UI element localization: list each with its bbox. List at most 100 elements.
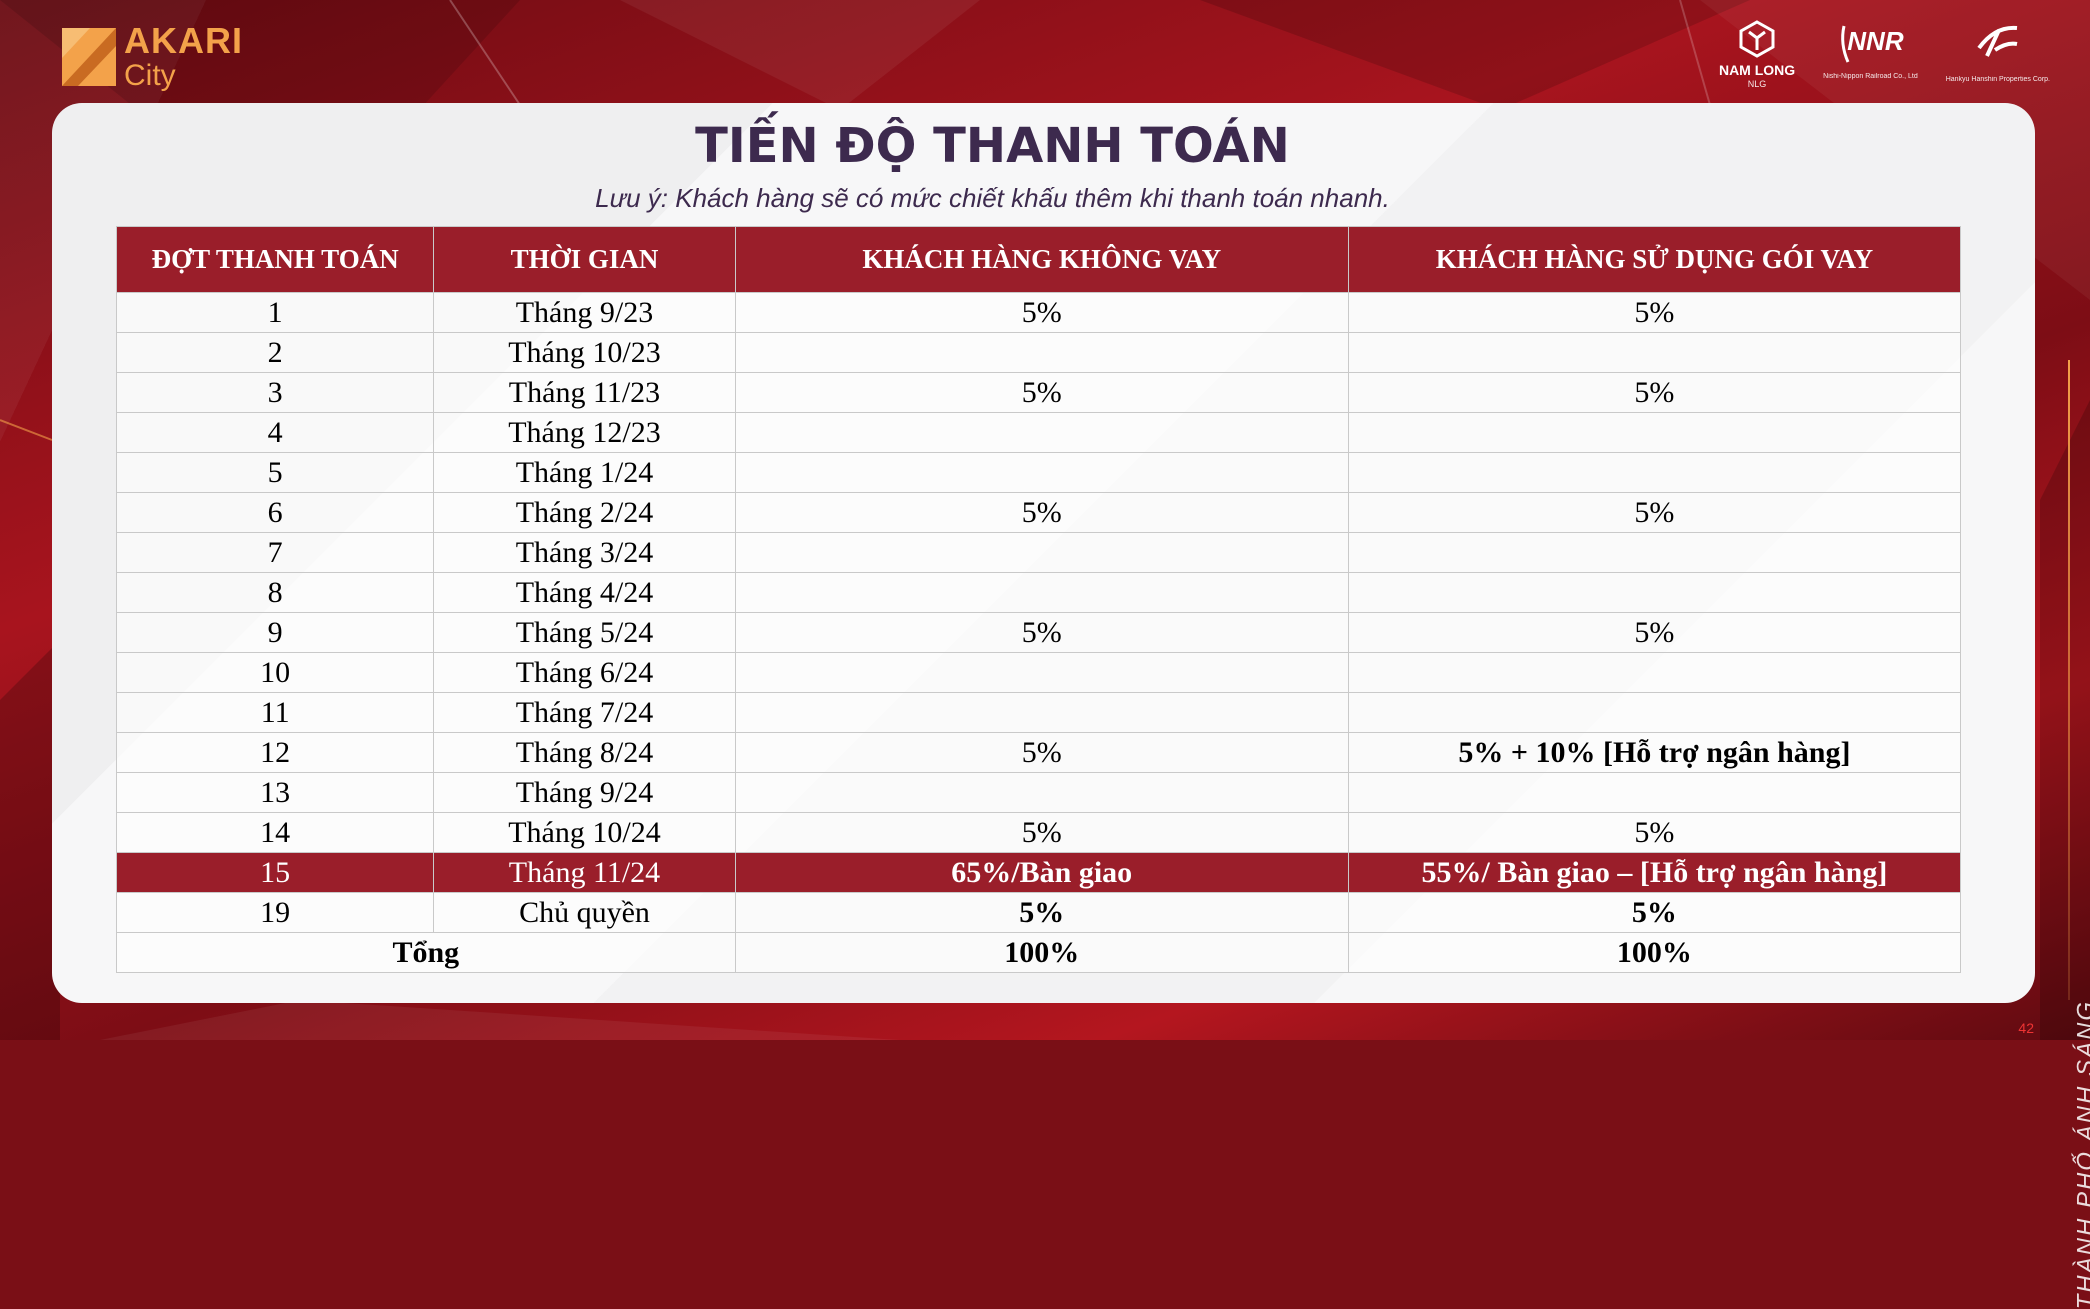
cell-installment: 1 [115, 292, 435, 333]
cell-no-loan: 65%/Bàn giao [734, 852, 1349, 893]
table-row: 6 Tháng 2/24 5% 5% [115, 492, 1962, 533]
cell-no-loan [734, 772, 1349, 813]
cell-time: Tháng 6/24 [433, 652, 736, 693]
payment-schedule-table: ĐỢT THANH TOÁN THỜI GIAN KHÁCH HÀNG KHÔN… [115, 226, 1962, 973]
cell-installment: 7 [115, 532, 435, 573]
cell-installment: 9 [115, 612, 435, 653]
cell-loan: 5% [1347, 292, 1962, 333]
cell-loan [1347, 772, 1962, 813]
cell-no-loan [734, 452, 1349, 493]
header-loan: KHÁCH HÀNG SỬ DỤNG GÓI VAY [1347, 226, 1962, 293]
nam-long-icon [1739, 20, 1775, 58]
cell-total-label: Tổng [116, 932, 736, 973]
table-row: 9 Tháng 5/24 5% 5% [115, 612, 1962, 653]
cell-time: Tháng 10/24 [433, 812, 736, 853]
table-row: 5 Tháng 1/24 [115, 452, 1962, 493]
partner-sub: Hankyu Hanshin Properties Corp. [1945, 76, 2050, 83]
table-row: 7 Tháng 3/24 [115, 532, 1962, 573]
page-title: TIẾN ĐỘ THANH TOÁN [695, 118, 1290, 174]
cell-total-no-loan: 100% [734, 932, 1349, 973]
hankyu-hanshin-logo: Hankyu Hanshin Properties Corp. [1946, 20, 2050, 83]
cell-installment: 11 [115, 692, 435, 733]
cell-time: Tháng 9/23 [433, 292, 736, 333]
cell-installment: 14 [115, 812, 435, 853]
partner-logos: NAM LONG NLG NNR Nishi-Nippon Railroad C… [1719, 20, 2050, 89]
akari-logo-icon [62, 28, 116, 86]
brand-line2: City [124, 59, 176, 92]
side-slogan: THÀNH PHỐ ÁNH SÁNG [2072, 1000, 2090, 1309]
partner-sub: NLG [1747, 79, 1767, 89]
cell-time: Tháng 7/24 [433, 692, 736, 733]
hankyu-icon [1977, 25, 2018, 57]
cell-loan: 5% [1347, 372, 1962, 413]
cell-time: Tháng 4/24 [433, 572, 736, 613]
cell-no-loan: 5% [734, 812, 1349, 853]
cell-loan [1347, 652, 1962, 693]
cell-time: Tháng 9/24 [433, 772, 736, 813]
cell-time: Tháng 11/23 [433, 372, 736, 413]
table-row: 11 Tháng 7/24 [115, 692, 1962, 733]
cell-loan [1347, 452, 1962, 493]
header-no-loan: KHÁCH HÀNG KHÔNG VAY [734, 226, 1349, 293]
cell-installment: 19 [115, 892, 435, 933]
cell-no-loan [734, 572, 1349, 613]
header-installment: ĐỢT THANH TOÁN [115, 226, 435, 293]
cell-loan: 5% + 10% [Hỗ trợ ngân hàng] [1347, 732, 1962, 773]
table-row: 19 Chủ quyền 5% 5% [115, 892, 1962, 933]
discount-note: Lưu ý: Khách hàng sẽ có mức chiết khấu t… [595, 183, 1390, 213]
cell-installment: 8 [115, 572, 435, 613]
cell-time: Tháng 10/23 [433, 332, 736, 373]
cell-time: Chủ quyền [433, 892, 736, 933]
cell-loan [1347, 692, 1962, 733]
page-number: 42 [2018, 1020, 2034, 1036]
cell-loan: 5% [1347, 612, 1962, 653]
cell-time: Tháng 8/24 [433, 732, 736, 773]
cell-no-loan: 5% [734, 732, 1349, 773]
nam-long-logo: NAM LONG NLG [1719, 20, 1795, 89]
cell-installment: 12 [115, 732, 435, 773]
cell-loan [1347, 332, 1962, 373]
cell-no-loan [734, 692, 1349, 733]
cell-no-loan [734, 332, 1349, 373]
cell-time: Tháng 5/24 [433, 612, 736, 653]
cell-installment: 2 [115, 332, 435, 373]
table-header-row: ĐỢT THANH TOÁN THỜI GIAN KHÁCH HÀNG KHÔN… [115, 226, 1962, 293]
nnr-icon [1841, 25, 1850, 63]
nnr-logo: NNR Nishi-Nippon Railroad Co., Ltd [1823, 20, 1918, 80]
cell-loan: 5% [1347, 812, 1962, 853]
cell-loan: 5% [1347, 892, 1962, 933]
cell-installment: 13 [115, 772, 435, 813]
table-row: 14 Tháng 10/24 5% 5% [115, 812, 1962, 853]
table-row: 10 Tháng 6/24 [115, 652, 1962, 693]
cell-total-loan: 100% [1347, 932, 1962, 973]
table-row: 1 Tháng 9/23 5% 5% [115, 292, 1962, 333]
cell-installment: 5 [115, 452, 435, 493]
side-accent-line [2068, 360, 2070, 1000]
akari-city-logo: AKARI City [60, 22, 243, 92]
cell-no-loan: 5% [734, 372, 1349, 413]
partner-sub: Nishi-Nippon Railroad Co., Ltd [1823, 73, 1918, 80]
table-total-row: Tổng 100% 100% [116, 932, 1962, 973]
cell-loan [1347, 532, 1962, 573]
table-row: 3 Tháng 11/23 5% 5% [115, 372, 1962, 413]
table-row: 2 Tháng 10/23 [115, 332, 1962, 373]
table-row: 12 Tháng 8/24 5% 5% + 10% [Hỗ trợ ngân h… [115, 732, 1962, 773]
partner-name: NAM LONG [1718, 62, 1796, 78]
cell-installment: 3 [115, 372, 435, 413]
table-row: 4 Tháng 12/23 [115, 412, 1962, 453]
cell-loan [1347, 572, 1962, 613]
brand-line1: AKARI [124, 20, 243, 61]
partner-name: NNR [1847, 26, 1904, 56]
cell-installment: 10 [115, 652, 435, 693]
header-time: THỜI GIAN [433, 226, 736, 293]
cell-no-loan: 5% [734, 292, 1349, 333]
table-row: 13 Tháng 9/24 [115, 772, 1962, 813]
cell-installment: 6 [115, 492, 435, 533]
cell-installment: 4 [115, 412, 435, 453]
cell-time: Tháng 1/24 [433, 452, 736, 493]
cell-no-loan [734, 532, 1349, 573]
cell-loan: 55%/ Bàn giao – [Hỗ trợ ngân hàng] [1347, 852, 1962, 893]
cell-loan: 5% [1347, 492, 1962, 533]
cell-loan [1347, 412, 1962, 453]
cell-no-loan [734, 412, 1349, 453]
